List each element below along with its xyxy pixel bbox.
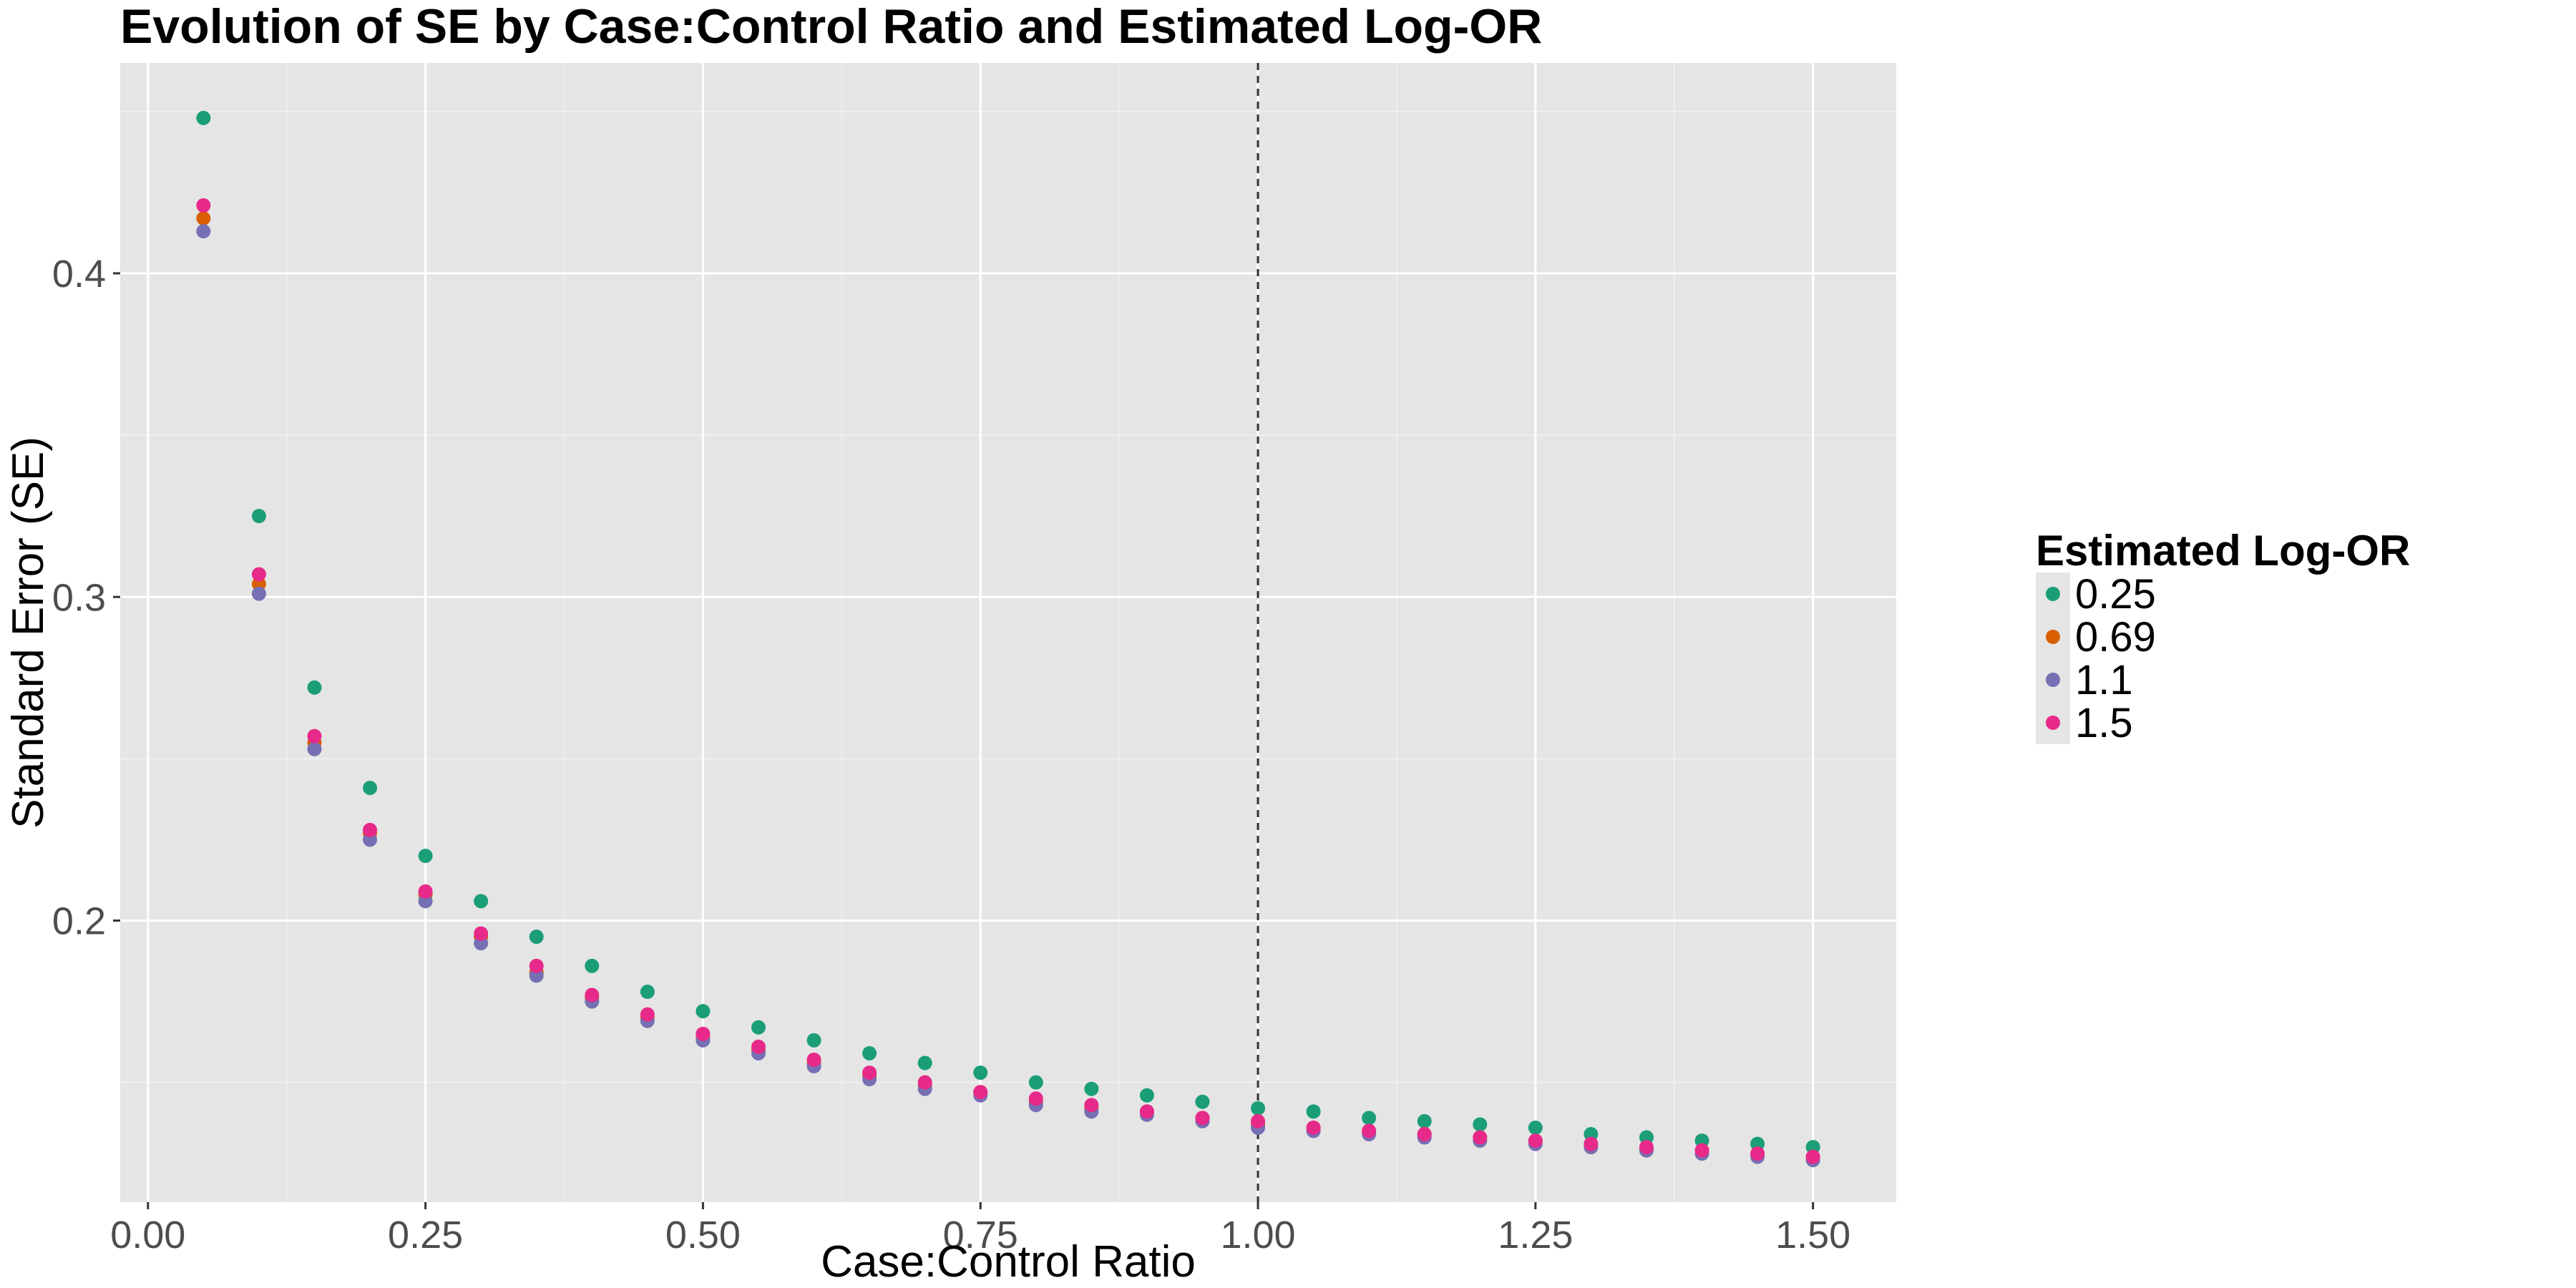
legend-key-1_5 — [2046, 716, 2060, 730]
data-point-logor-1_5 — [696, 1026, 711, 1041]
x-axis-title: Case:Control Ratio — [821, 1237, 1196, 1287]
x-tick-label: 1.00 — [1220, 1214, 1295, 1257]
x-tick-label: 1.25 — [1498, 1214, 1573, 1257]
data-point-logor-1_5 — [862, 1065, 877, 1080]
data-point-logor-1_5 — [1584, 1136, 1599, 1151]
x-tick-label: 0.75 — [943, 1214, 1018, 1257]
data-point-logor-1_5 — [1528, 1133, 1543, 1148]
data-point-logor-0_25 — [474, 894, 489, 909]
data-point-logor-0_25 — [1362, 1111, 1377, 1126]
data-point-logor-0_25 — [1195, 1094, 1210, 1109]
data-point-logor-1_5 — [529, 958, 544, 973]
data-point-logor-0_25 — [1139, 1088, 1154, 1103]
y-axis-ticks: 0.2 0.3 0.4 — [52, 253, 120, 943]
data-point-logor-1_5 — [1306, 1120, 1321, 1135]
data-point-logor-0_25 — [418, 849, 433, 864]
legend-label-1_5: 1.5 — [2075, 700, 2133, 746]
data-point-logor-1_5 — [1028, 1091, 1043, 1106]
chart-title: Evolution of SE by Case:Control Ratio an… — [120, 0, 1542, 54]
legend-label-0_25: 0.25 — [2075, 571, 2156, 618]
data-point-logor-0_25 — [1528, 1120, 1543, 1135]
data-point-logor-1_5 — [585, 987, 600, 1002]
data-point-logor-0_25 — [529, 930, 544, 945]
data-point-logor-0_25 — [1251, 1101, 1266, 1116]
legend-key-0_25 — [2046, 587, 2060, 601]
data-point-logor-0_25 — [585, 958, 600, 973]
data-point-logor-1_5 — [1473, 1130, 1488, 1145]
data-point-logor-1_5 — [474, 926, 489, 941]
data-point-logor-0_25 — [862, 1045, 877, 1060]
data-point-logor-1_1 — [251, 586, 266, 601]
data-point-logor-0_25 — [696, 1004, 711, 1019]
data-point-logor-1_5 — [1750, 1146, 1765, 1161]
data-point-logor-1_5 — [196, 198, 211, 213]
legend: Estimated Log-OR 0.250.691.11.5 — [2036, 527, 2410, 746]
data-point-logor-1_1 — [196, 224, 211, 239]
data-point-logor-0_25 — [196, 110, 211, 125]
data-point-logor-0_25 — [973, 1065, 988, 1080]
data-point-logor-1_5 — [917, 1075, 932, 1090]
data-point-logor-0_25 — [917, 1055, 932, 1070]
data-point-logor-1_5 — [751, 1039, 766, 1054]
data-point-logor-0_25 — [806, 1033, 821, 1048]
data-point-logor-0_25 — [1084, 1081, 1099, 1096]
data-point-logor-1_5 — [1694, 1143, 1709, 1158]
data-point-logor-1_5 — [1084, 1098, 1099, 1113]
data-point-logor-1_5 — [1139, 1104, 1154, 1119]
data-point-logor-1_5 — [640, 1007, 655, 1022]
data-point-logor-1_5 — [307, 728, 322, 743]
x-tick-label: 0.50 — [665, 1214, 741, 1257]
y-tick-label: 0.4 — [52, 253, 106, 296]
legend-label-0_69: 0.69 — [2075, 614, 2156, 660]
x-tick-label: 1.50 — [1775, 1214, 1850, 1257]
x-tick-label: 0.00 — [110, 1214, 185, 1257]
data-point-logor-1_5 — [1195, 1111, 1210, 1126]
legend-label-1_1: 1.1 — [2075, 657, 2133, 703]
data-point-logor-1_5 — [973, 1085, 988, 1100]
y-axis-title: Standard Error (SE) — [4, 436, 53, 829]
data-point-logor-0_25 — [251, 509, 266, 524]
data-point-logor-1_5 — [1805, 1149, 1820, 1164]
data-point-logor-0_25 — [363, 781, 378, 796]
data-point-logor-1_5 — [251, 567, 266, 582]
data-point-logor-1_5 — [418, 884, 433, 899]
data-point-logor-1_1 — [307, 741, 322, 756]
data-point-logor-0_69 — [196, 211, 211, 226]
data-point-logor-1_5 — [363, 822, 378, 837]
data-point-logor-1_5 — [1362, 1123, 1377, 1138]
x-tick-label: 0.25 — [388, 1214, 463, 1257]
data-point-logor-0_25 — [1306, 1104, 1321, 1119]
data-point-logor-1_5 — [1251, 1113, 1266, 1128]
legend-title: Estimated Log-OR — [2036, 527, 2410, 575]
data-point-logor-0_25 — [640, 985, 655, 1000]
data-point-logor-1_5 — [1639, 1140, 1654, 1155]
data-point-logor-1_5 — [1417, 1127, 1432, 1142]
data-point-logor-0_25 — [751, 1020, 766, 1035]
x-axis-ticks: 0.00 0.25 0.50 0.75 1.00 1.25 1.50 — [110, 1202, 1850, 1257]
data-points — [196, 110, 1820, 1168]
y-tick-label: 0.3 — [52, 576, 106, 619]
data-point-logor-0_25 — [1473, 1117, 1488, 1132]
legend-key-1_1 — [2046, 673, 2060, 687]
plot-panel — [120, 63, 1896, 1202]
data-point-logor-1_5 — [806, 1053, 821, 1067]
legend-key-0_69 — [2046, 630, 2060, 644]
y-tick-label: 0.2 — [52, 900, 106, 943]
data-point-logor-0_25 — [1417, 1113, 1432, 1128]
data-point-logor-0_25 — [1028, 1075, 1043, 1090]
data-point-logor-0_25 — [307, 680, 322, 695]
